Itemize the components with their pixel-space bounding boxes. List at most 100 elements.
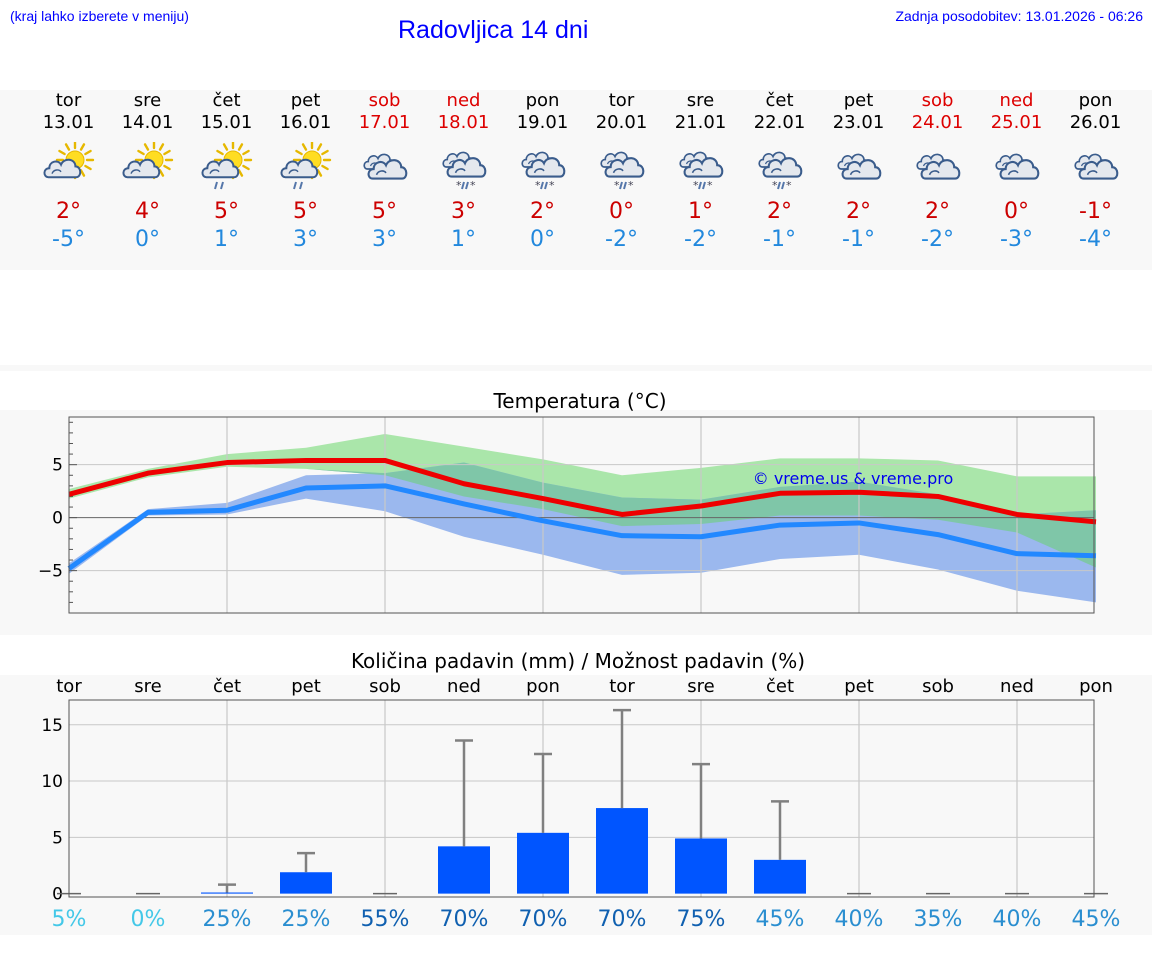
svg-text:*: * [549,179,555,192]
day-date: 23.01 [832,112,885,133]
precip-probability: 45% [756,907,805,932]
day-date: 25.01 [990,112,1043,133]
precip-probability: 40% [835,907,884,932]
min-temperature: -2° [921,227,954,252]
precip-probability: 40% [993,907,1042,932]
precip-probability: 25% [203,907,252,932]
x-category-label: pet [844,676,874,697]
precip-probability: 75% [677,907,726,932]
cloudy-icon [836,153,881,180]
min-temperature: -3° [1000,227,1033,252]
day-date: 26.01 [1069,112,1122,133]
min-temperature: -5° [52,227,85,252]
cloud-sleet-icon: * * [678,151,723,192]
day-name: ned [446,90,481,111]
day-name: tor [608,90,635,111]
svg-text:*: * [470,179,476,192]
menu-hint: (kraj lahko izberete v meniju) [10,8,189,24]
precip-bar [675,838,727,894]
day-name: čet [212,90,241,111]
sun-cloud-rain-icon [200,142,252,190]
x-category-label: sre [134,676,161,697]
overlap-band [69,462,1096,568]
max-temperature: 2° [56,199,81,224]
day-name: sob [921,90,954,111]
page-title: Radovljica 14 dni [398,16,589,44]
day-name: pon [525,90,560,111]
temperature-plot-frame [68,416,1095,614]
svg-text:*: * [614,179,620,192]
max-temperature: 2° [846,199,871,224]
precip-probability: 70% [519,907,568,932]
svg-text:*: * [786,179,792,192]
day-column: sob 17.01 5° 3° [345,90,424,254]
precip-probability: 55% [361,907,410,932]
cloudy-icon [1073,153,1118,180]
precip-probability: 35% [914,907,963,932]
y-tick-label: 0 [52,885,63,905]
min-temperature: -1° [842,227,875,252]
divider [0,365,1152,371]
cloudy-icon [915,153,960,180]
day-name: tor [55,90,82,111]
partly-cloudy-sun-icon [121,142,173,180]
max-temperature: -1° [1079,199,1112,224]
precip-probability: 5% [52,907,87,932]
day-date: 22.01 [753,112,806,133]
precip-bar [280,872,332,894]
temperature-chart: Temperatura (°C) −5 0 5 © vreme.us & vreme… [38,389,1097,614]
max-temperature: 2° [925,199,950,224]
min-temperature-line [67,483,1097,571]
min-temperature: 3° [293,227,318,252]
max-temperature: 5° [214,199,239,224]
cloudy-icon [362,153,407,180]
day-date: 19.01 [516,112,569,133]
y-tick-label: 15 [41,716,63,736]
day-date: 16.01 [279,112,332,133]
day-column: pet 16.01 5° 3° [266,90,345,254]
x-category-label: sob [369,676,401,697]
min-temperature: -2° [605,227,638,252]
min-temperature: -4° [1079,227,1112,252]
precip-bar [201,892,253,894]
x-category-label: pon [1079,676,1113,697]
x-category-label: sre [687,676,714,697]
day-date: 18.01 [437,112,490,133]
precip-probability: 70% [440,907,489,932]
day-name: sre [133,90,162,111]
max-temperature-line [68,457,1097,525]
min-temperature: -1° [763,227,796,252]
x-category-label: pon [526,676,560,697]
svg-text:*: * [693,179,699,192]
precip-probability: 0% [131,907,166,932]
precip-probability: 25% [282,907,331,932]
day-column: čet 22.01 * * 2° -1° [740,90,819,254]
max-temperature: 0° [1004,199,1029,224]
day-name: ned [999,90,1034,111]
x-category-label: sob [922,676,954,697]
min-temperature: 1° [214,227,239,252]
precip-bar [517,832,569,894]
precip-bar [438,846,490,894]
day-column: čet 15.01 5° 1° [187,90,266,254]
day-column: ned 25.01 0° -3° [977,90,1056,254]
precip-probability: 45% [1072,907,1121,932]
forecast-panel [0,90,1152,270]
sun-cloud-rain-icon [279,142,331,190]
cloud-sleet-icon: * * [441,151,486,192]
precip-bar [596,808,648,894]
day-column: sre 14.01 4° 0° [108,90,187,254]
day-date: 24.01 [911,112,964,133]
cloud-sleet-icon: * * [599,151,644,192]
day-column: sre 21.01 * * 1° -2° [661,90,740,254]
y-tick-label: 5 [52,456,63,476]
day-column: pon 19.01 * * 2° 0° [503,90,582,254]
day-date: 13.01 [42,112,95,133]
cloud-sleet-icon: * * [520,151,565,192]
svg-text:*: * [772,179,778,192]
precipitation-chart-title: Količina padavin (mm) / Možnost padavin … [351,649,805,673]
watermark: © vreme.us & vreme.pro [753,469,954,488]
day-name: pet [290,90,321,111]
day-column: ned 18.01 * * 3° 1° [424,90,503,254]
max-temperature: 4° [135,199,160,224]
